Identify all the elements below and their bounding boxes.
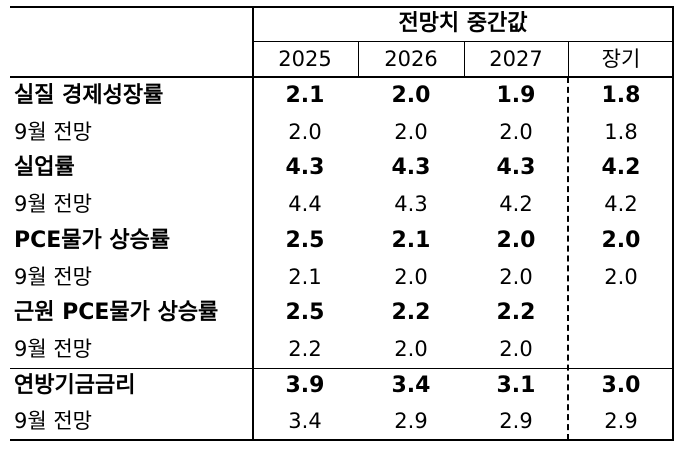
year-divider-2 [464, 42, 465, 76]
row-value: 2.9 [464, 404, 568, 440]
row-label: 실질 경제성장률 [10, 78, 252, 114]
longer-run-dashed-divider [567, 77, 569, 440]
row-label: 연방기금금리 [10, 368, 252, 404]
row-value: 2.0 [358, 331, 464, 367]
row-value: 2.1 [358, 223, 464, 259]
row-value: 1.9 [464, 78, 568, 114]
row-value: 2.0 [568, 259, 674, 295]
row-value: 4.3 [358, 187, 464, 223]
row-value: 2.0 [464, 114, 568, 150]
row-value: 4.3 [358, 150, 464, 186]
row-label: 9월 전망 [10, 331, 252, 367]
projection-table: 전망치 중간값 2025 2026 2027 장기 실질 경제성장률 2.1 2.0… [10, 6, 674, 441]
header-divider [252, 41, 674, 42]
row-value: 2.0 [358, 114, 464, 150]
bottom-border [10, 439, 674, 441]
row-value: 1.8 [568, 78, 674, 114]
row-value: 2.5 [252, 223, 358, 259]
row-value: 2.0 [464, 331, 568, 367]
year-divider-3 [568, 42, 569, 76]
row-value: 3.1 [464, 368, 568, 404]
row-label: 9월 전망 [10, 187, 252, 223]
row-value: 4.2 [568, 150, 674, 186]
row-value: 2.0 [358, 259, 464, 295]
row-value: 2.0 [568, 223, 674, 259]
row-value: 2.0 [358, 78, 464, 114]
row-value: 2.5 [252, 295, 358, 331]
row-value: 2.1 [252, 78, 358, 114]
row-value [568, 295, 674, 331]
row-label: 9월 전망 [10, 114, 252, 150]
row-value: 4.2 [464, 187, 568, 223]
header-year-2027: 2027 [464, 42, 568, 76]
row-value: 2.2 [252, 331, 358, 367]
row-value: 4.3 [252, 150, 358, 186]
label-column-divider [252, 6, 254, 441]
row-value [568, 331, 674, 367]
row-label: 9월 전망 [10, 404, 252, 440]
row-value: 2.0 [252, 114, 358, 150]
row-value: 3.4 [358, 368, 464, 404]
right-border [672, 6, 674, 441]
row-value: 4.2 [568, 187, 674, 223]
row-value: 4.3 [464, 150, 568, 186]
header-bottom-border [10, 76, 674, 78]
row-value: 3.0 [568, 368, 674, 404]
row-value: 2.1 [252, 259, 358, 295]
section-divider [10, 368, 674, 369]
row-value: 2.0 [464, 259, 568, 295]
row-value: 4.4 [252, 187, 358, 223]
row-value: 3.4 [252, 404, 358, 440]
row-value: 2.9 [358, 404, 464, 440]
year-divider-1 [358, 42, 359, 76]
header-longer-run: 장기 [568, 42, 674, 76]
row-value: 3.9 [252, 368, 358, 404]
row-value: 2.2 [464, 295, 568, 331]
row-label: 실업률 [10, 150, 252, 186]
row-value: 1.8 [568, 114, 674, 150]
header-year-2026: 2026 [358, 42, 464, 76]
header-year-2025: 2025 [252, 42, 358, 76]
row-label: 9월 전망 [10, 259, 252, 295]
row-label: PCE물가 상승률 [10, 223, 252, 259]
top-border [10, 6, 674, 8]
row-value: 2.9 [568, 404, 674, 440]
row-label: 근원 PCE물가 상승률 [10, 295, 252, 331]
row-value: 2.2 [358, 295, 464, 331]
row-value: 2.0 [464, 223, 568, 259]
header-group-title: 전망치 중간값 [252, 6, 674, 42]
